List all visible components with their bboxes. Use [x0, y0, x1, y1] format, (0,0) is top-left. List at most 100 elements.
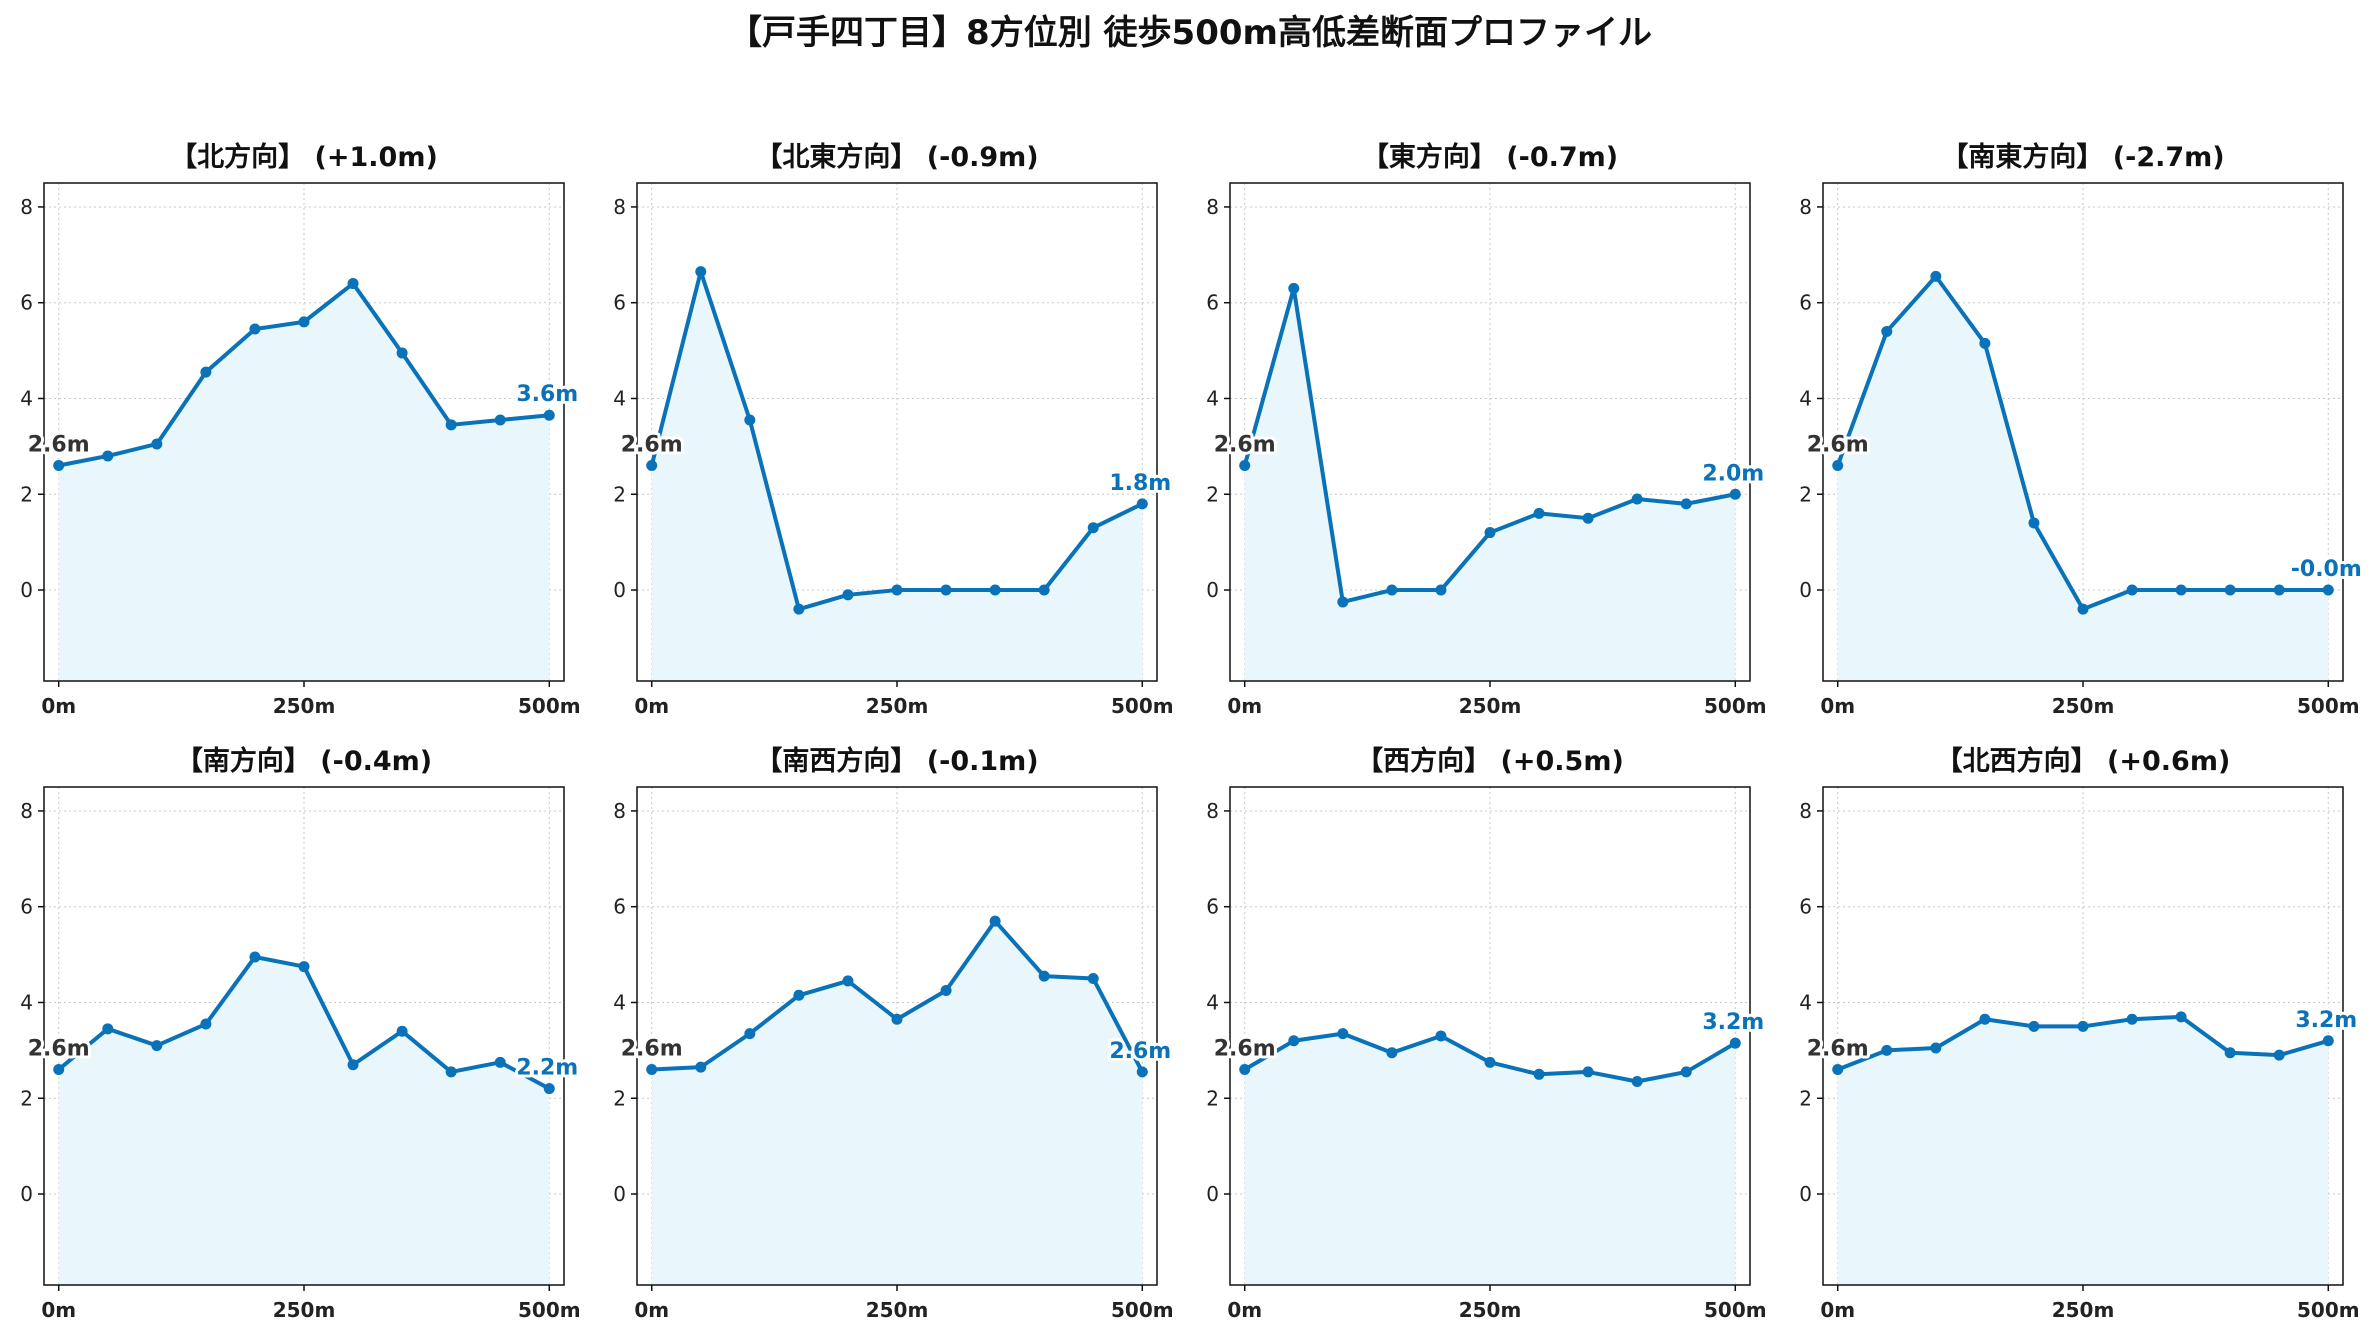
y-tick-label: 8 [20, 799, 33, 823]
y-tick-label: 6 [20, 895, 33, 919]
data-point [445, 419, 457, 431]
y-tick-label: 8 [613, 195, 626, 219]
x-tick-label: 500m [1704, 1298, 1767, 1322]
data-point [940, 985, 952, 997]
start-value-label: 2.6m [621, 433, 683, 458]
data-point [1435, 584, 1447, 596]
x-tick-label: 0m [1820, 1298, 1855, 1322]
panel-grid: 【北方向】 (+1.0m) 0 2 4 6 8 0m 250m 500m 2.6m 3.6m 【北東方… [20, 141, 2365, 1322]
data-point [891, 1013, 903, 1025]
x-tick-label: 500m [2297, 1298, 2360, 1322]
y-tick-label: 6 [613, 291, 626, 315]
x-tick-label: 0m [41, 694, 76, 718]
x-tick-label: 0m [634, 694, 669, 718]
data-point [1288, 282, 1300, 294]
data-point [1881, 1044, 1893, 1056]
y-tick-label: 4 [1799, 990, 1812, 1014]
panel-title: 【北方向】 (+1.0m) [170, 141, 438, 173]
data-point [793, 989, 805, 1001]
end-value-label: 3.2m [2295, 1008, 2357, 1033]
y-tick-label: 8 [613, 799, 626, 823]
panel-title: 【南方向】 (-0.4m) [176, 745, 432, 777]
x-tick-label: 500m [518, 1298, 581, 1322]
x-tick-label: 500m [1704, 694, 1767, 718]
data-point [2077, 603, 2089, 615]
area-fill [58, 956, 550, 1285]
chart-panel-3: 【東方向】 (-0.7m) 0 2 4 6 8 0m 250m 500m 2.6m 2.0m [1206, 141, 1767, 718]
start-value-label: 2.6m [1214, 433, 1276, 458]
chart-panel-7: 【西方向】 (+0.5m) 0 2 4 6 8 0m 250m 500m 2.6m 3.2m [1206, 745, 1767, 1322]
area-fill [1837, 276, 2329, 681]
area-fill [1244, 1033, 1736, 1285]
data-point [1484, 527, 1496, 539]
data-point [200, 1018, 212, 1030]
y-tick-label: 0 [1799, 1182, 1812, 1206]
x-tick-label: 0m [1820, 694, 1855, 718]
y-tick-label: 2 [613, 482, 626, 506]
data-point [1337, 1028, 1349, 1040]
y-tick-label: 8 [1206, 195, 1219, 219]
data-point [1832, 1064, 1844, 1076]
data-point [249, 323, 261, 335]
data-point [1631, 1075, 1643, 1087]
x-tick-label: 250m [1459, 694, 1522, 718]
data-point [53, 1064, 65, 1076]
data-point [940, 584, 952, 596]
data-point [744, 414, 756, 426]
chart-panel-6: 【南西方向】 (-0.1m) 0 2 4 6 8 0m 250m 500m 2.6m 2.6m [613, 745, 1174, 1322]
data-point [2273, 1049, 2285, 1061]
x-tick-label: 250m [2052, 694, 2115, 718]
x-tick-label: 500m [1111, 1298, 1174, 1322]
x-tick-label: 250m [273, 1298, 336, 1322]
data-point [1533, 507, 1545, 519]
data-point [298, 961, 310, 973]
y-tick-label: 6 [1206, 291, 1219, 315]
data-point [396, 347, 408, 359]
data-point [2126, 1013, 2138, 1025]
data-point [1979, 1013, 1991, 1025]
data-point [2322, 1035, 2334, 1047]
data-point [1533, 1068, 1545, 1080]
y-tick-label: 2 [1799, 1086, 1812, 1110]
panel-title: 【南西方向】 (-0.1m) [755, 745, 1038, 777]
y-tick-label: 0 [613, 1182, 626, 1206]
data-point [249, 951, 261, 963]
chart-panel-2: 【北東方向】 (-0.9m) 0 2 4 6 8 0m 250m 500m 2.6m 1.8m [613, 141, 1174, 718]
data-point [2224, 584, 2236, 596]
y-tick-label: 2 [1206, 482, 1219, 506]
data-point [646, 460, 658, 472]
end-value-label: 2.0m [1702, 461, 1764, 486]
y-tick-label: 0 [1799, 578, 1812, 602]
data-point [1239, 1064, 1251, 1076]
end-value-label: 3.2m [1702, 1010, 1764, 1035]
end-value-label: 2.2m [516, 1056, 578, 1081]
x-tick-label: 0m [41, 1298, 76, 1322]
data-point [1979, 337, 1991, 349]
data-point [1631, 493, 1643, 505]
chart-panel-5: 【南方向】 (-0.4m) 0 2 4 6 8 0m 250m 500m 2.6m 2.2m [20, 745, 581, 1322]
y-tick-label: 8 [1206, 799, 1219, 823]
y-tick-label: 8 [20, 195, 33, 219]
y-tick-label: 4 [20, 386, 33, 410]
y-tick-label: 4 [613, 990, 626, 1014]
start-value-label: 2.6m [1807, 1037, 1869, 1062]
data-point [2028, 517, 2040, 529]
data-point [1435, 1030, 1447, 1042]
data-point [151, 438, 163, 450]
y-tick-label: 0 [20, 578, 33, 602]
panel-title: 【北東方向】 (-0.9m) [755, 141, 1038, 173]
data-point [1087, 973, 1099, 985]
x-tick-label: 250m [1459, 1298, 1522, 1322]
x-tick-label: 0m [634, 1298, 669, 1322]
area-fill [1837, 1016, 2329, 1285]
data-point [2028, 1020, 2040, 1032]
x-tick-label: 250m [273, 694, 336, 718]
data-point [744, 1028, 756, 1040]
y-tick-label: 0 [613, 578, 626, 602]
data-point [2126, 584, 2138, 596]
start-value-label: 2.6m [1807, 433, 1869, 458]
data-point [1038, 970, 1050, 982]
data-point [2077, 1020, 2089, 1032]
y-tick-label: 2 [20, 1086, 33, 1110]
data-point [2175, 1011, 2187, 1023]
